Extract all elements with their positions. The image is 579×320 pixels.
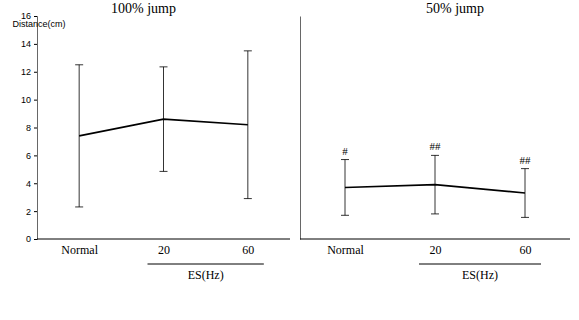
point-label: # <box>342 145 348 157</box>
y-tick: 0 <box>26 234 37 244</box>
x-axis-title: ES(Hz) <box>462 268 498 282</box>
y-tick-label: 12 <box>21 67 31 77</box>
panel: 100% jumpDistance(cm)0246810121416Normal… <box>12 1 290 282</box>
y-tick-label: 6 <box>26 151 31 161</box>
error-stem <box>79 65 80 207</box>
error-cap <box>160 171 168 172</box>
y-tick: 2 <box>26 207 37 217</box>
y-tick: 14 <box>21 39 37 49</box>
y-tick-label: 4 <box>26 179 31 189</box>
y-tick-label: 0 <box>26 234 31 244</box>
y-tick-mark <box>34 72 37 73</box>
error-stem <box>247 51 248 199</box>
y-tick-label: 16 <box>21 11 31 21</box>
y-tick: 10 <box>21 95 37 105</box>
y-tick: 6 <box>26 151 37 161</box>
point-label: ## <box>430 140 442 152</box>
error-cap <box>244 50 252 51</box>
x-tick: 20 <box>430 243 442 257</box>
y-tick-label: 2 <box>26 207 31 217</box>
title: 100% jump <box>111 1 176 16</box>
error-cap <box>75 206 83 207</box>
error-stem <box>163 67 164 172</box>
error-cap <box>244 198 252 199</box>
x-tick-label: Normal <box>61 243 98 257</box>
error-bar <box>341 160 349 216</box>
y-axis-line <box>34 17 38 240</box>
y-tick: 16 <box>21 11 37 21</box>
y-tick-mark <box>34 44 37 45</box>
panel: 50% jumpNormal2060ES(Hz)##### <box>300 1 570 282</box>
x-axis-line <box>300 239 570 240</box>
x-tick-label: 20 <box>430 243 442 257</box>
y-axis: 0 2 4 6 8 10 12 14 16 <box>21 11 38 244</box>
x-tick-label: 60 <box>520 243 532 257</box>
y-tick-label: 14 <box>21 39 31 49</box>
error-stem <box>345 160 346 216</box>
error-stem <box>525 169 526 218</box>
plot-area <box>75 51 252 207</box>
y-tick-mark <box>34 239 37 240</box>
error-cap <box>160 66 168 67</box>
y-tick-mark <box>34 128 37 129</box>
x-tick-label: 20 <box>158 243 170 257</box>
error-cap <box>521 217 529 218</box>
point-label: ## <box>520 154 532 166</box>
y-tick-mark <box>34 100 37 101</box>
y-tick-label: 8 <box>26 123 31 133</box>
error-cap <box>341 215 349 216</box>
error-bar <box>244 51 252 199</box>
chart: 100% jumpDistance(cm)0246810121416Normal… <box>0 0 579 320</box>
y-tick-label: 10 <box>21 95 31 105</box>
title: 50% jump <box>426 1 484 16</box>
x-tick: 60 <box>520 243 532 257</box>
x-tick: Normal <box>61 243 98 257</box>
error-bar <box>160 67 168 172</box>
error-cap <box>75 64 83 65</box>
x-tick-label: 60 <box>242 243 254 257</box>
y-tick: 4 <box>26 179 37 189</box>
y-tick: 12 <box>21 67 37 77</box>
error-bar <box>75 65 83 207</box>
error-bar <box>431 155 439 214</box>
y-tick-mark <box>34 16 37 17</box>
x-axis-line <box>37 239 290 240</box>
x-axis: Normal 20 60 <box>37 239 290 257</box>
y-tick: 8 <box>26 123 37 133</box>
x-tick: 20 <box>158 243 170 257</box>
error-cap <box>431 155 439 156</box>
error-cap <box>521 168 529 169</box>
error-stem <box>435 155 436 214</box>
error-cap <box>431 213 439 214</box>
x-axis: Normal 20 60 <box>300 239 570 257</box>
x-axis-title: ES(Hz) <box>188 268 224 282</box>
x-tick: 60 <box>242 243 254 257</box>
x-tick: Normal <box>327 243 364 257</box>
x-tick-label: Normal <box>327 243 364 257</box>
y-axis-line <box>300 17 301 240</box>
y-tick-mark <box>34 183 37 184</box>
error-bar <box>521 169 529 218</box>
plot-area <box>341 155 529 217</box>
y-tick-mark <box>34 211 37 212</box>
x-group-line <box>419 264 541 265</box>
error-cap <box>341 159 349 160</box>
y-axis <box>300 17 301 240</box>
x-group-line <box>148 264 264 265</box>
y-tick-mark <box>34 155 37 156</box>
